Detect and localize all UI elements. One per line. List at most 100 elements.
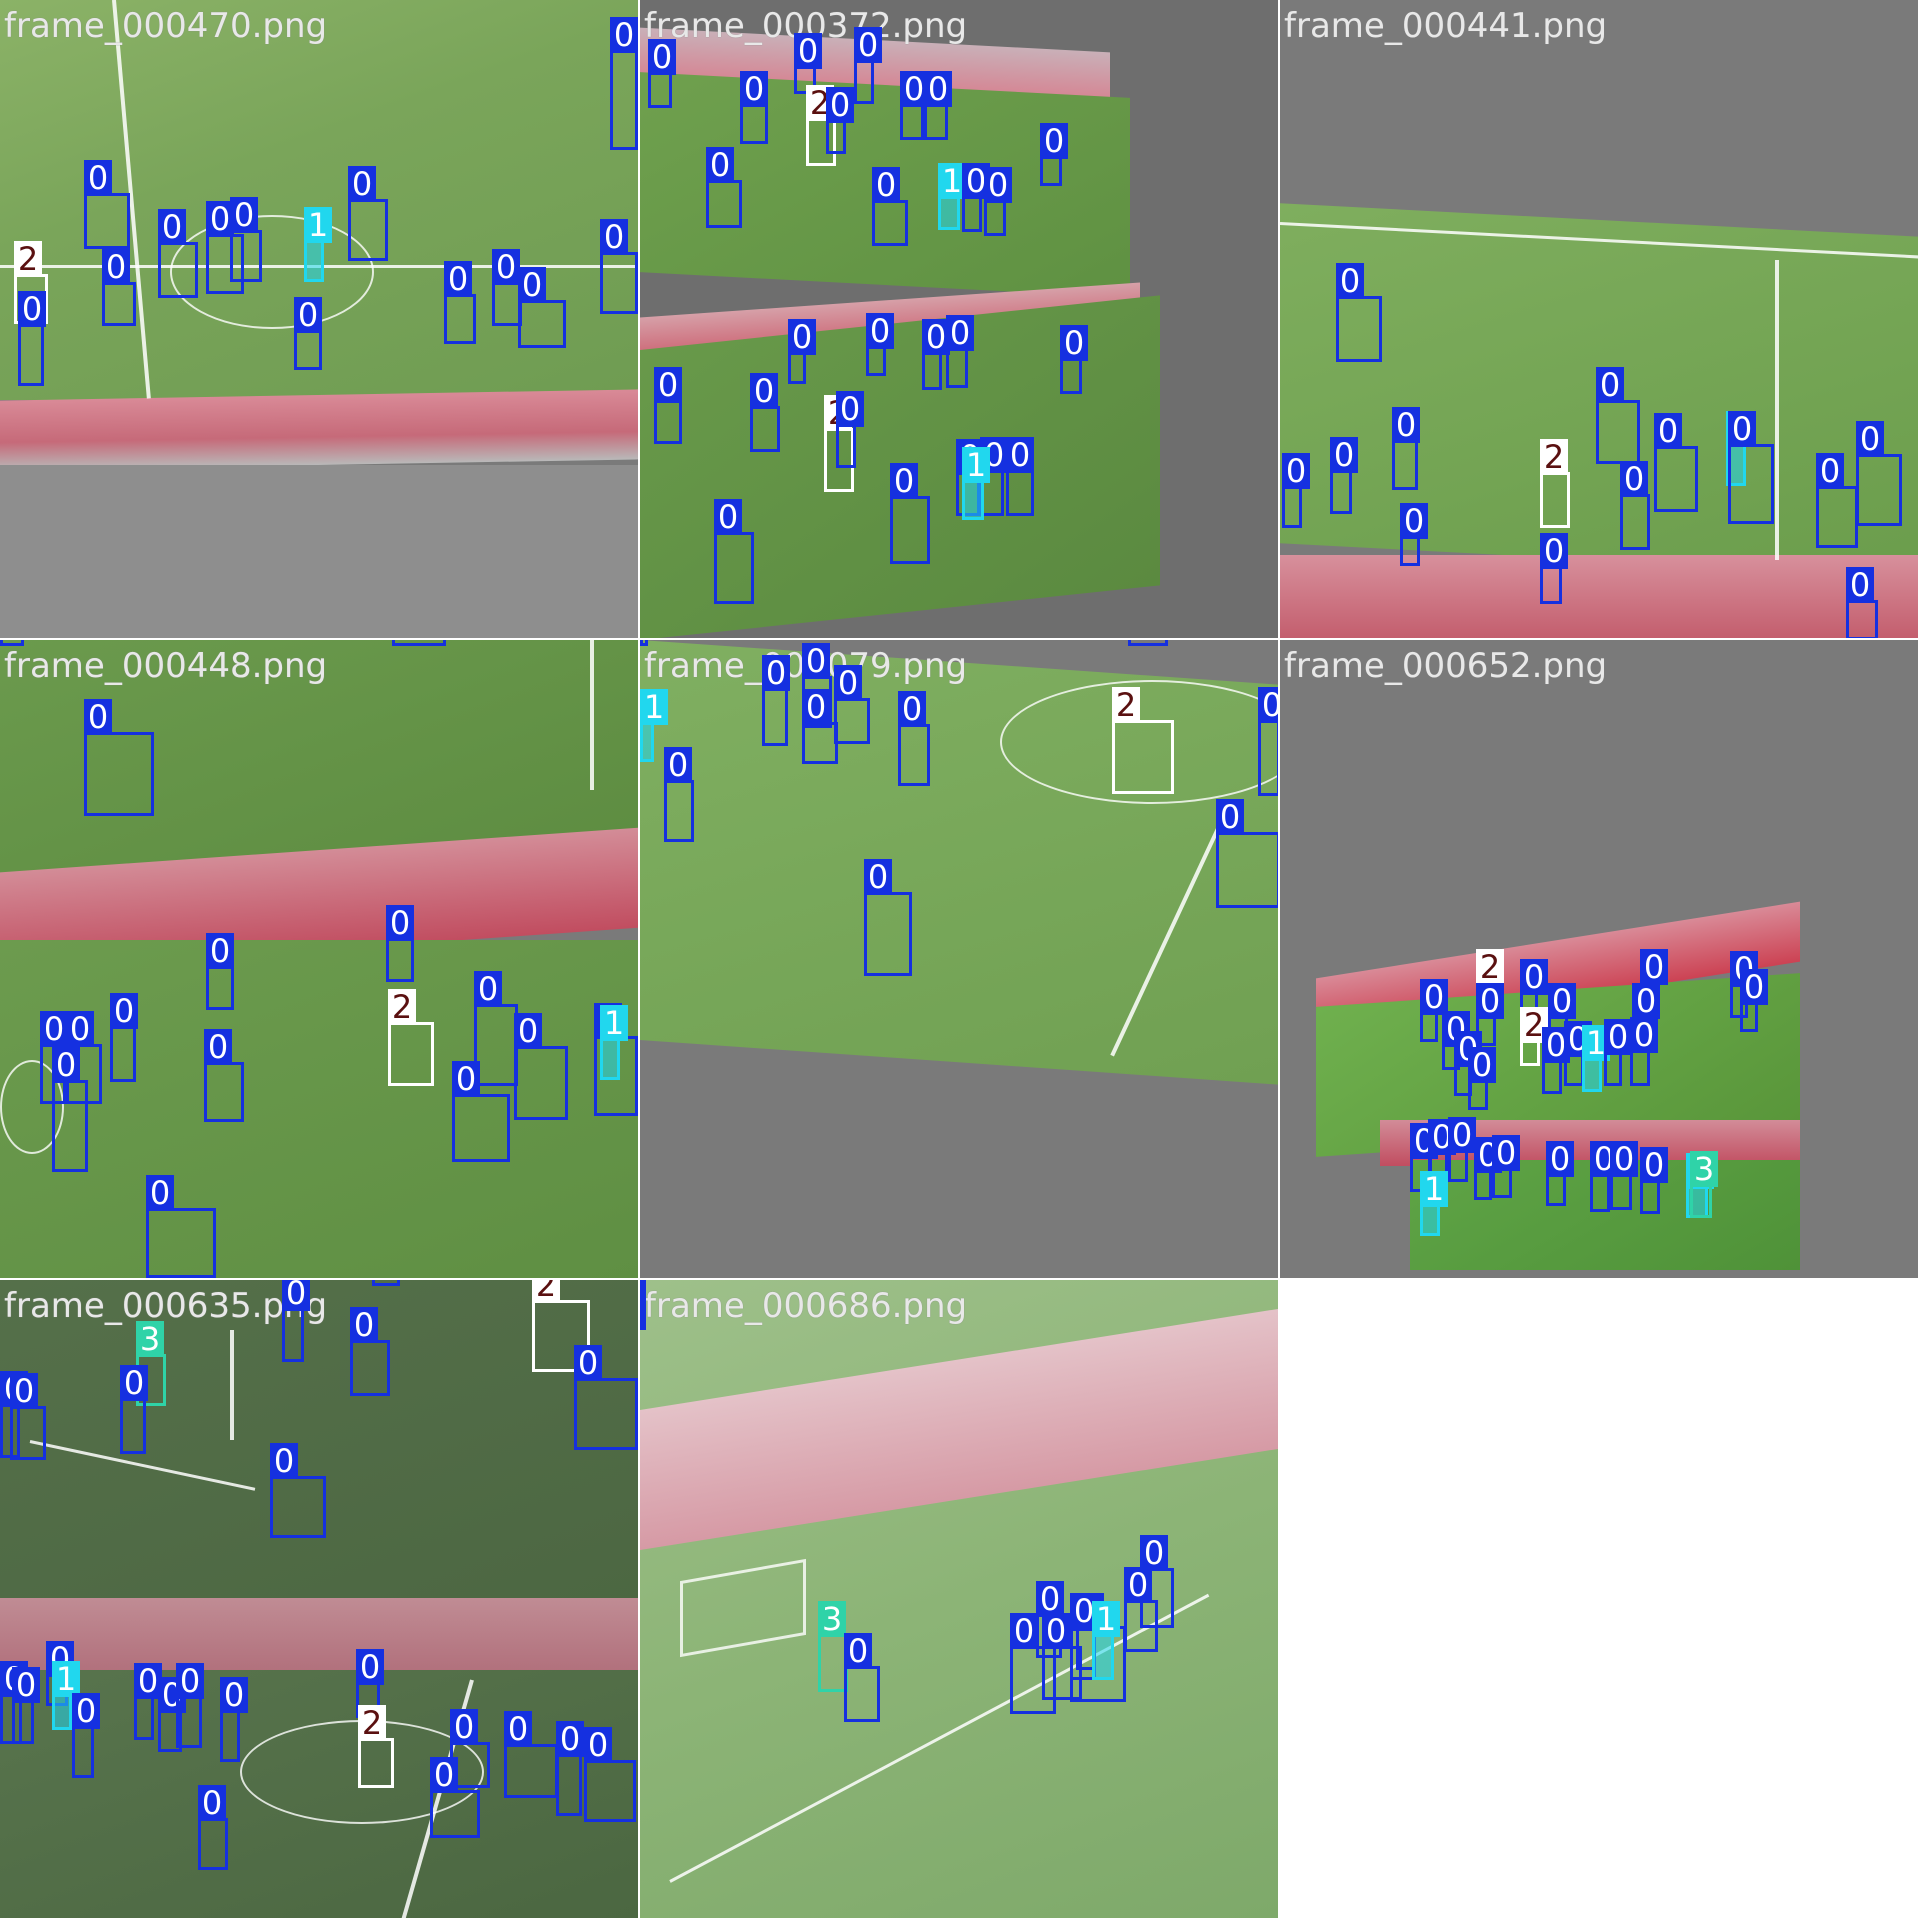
class-label: 0	[924, 71, 952, 107]
detection-box-class0: 0	[834, 665, 870, 744]
detection-box-class1: 1	[52, 1661, 80, 1730]
class-label: 0	[134, 1663, 162, 1699]
class-label: 0	[854, 27, 882, 63]
class-label: 0	[1060, 325, 1088, 361]
class-label: 0	[40, 1011, 68, 1047]
detection-box-class0: 0	[924, 71, 952, 140]
detection-box-class2: 2	[358, 1705, 394, 1788]
class-label: 0	[946, 315, 974, 351]
class-label: 0	[102, 249, 130, 285]
detection-box-class0: 0	[120, 1365, 148, 1454]
detection-box-class0: 0	[640, 1280, 646, 1330]
detection-box-class0: 0	[66, 1011, 102, 1104]
frame-filename: frame_000686.png	[644, 1286, 968, 1326]
detection-box-class0: 0	[854, 27, 882, 104]
detection-box-class2: 2	[1540, 439, 1570, 528]
detection-box-class0: 0	[1816, 453, 1858, 548]
detection-box-class0: 0	[1330, 437, 1358, 514]
detection-box-class0: 0	[826, 87, 854, 154]
detection-box-class0: 0	[788, 319, 816, 384]
class-label: 0	[1282, 453, 1310, 489]
class-label: 1	[304, 207, 332, 243]
class-label: 0	[584, 1727, 612, 1763]
detection-box-class0: 0	[872, 167, 908, 246]
class-label: 1	[640, 689, 668, 725]
class-label: 3	[1690, 1151, 1718, 1187]
class-label: 0	[706, 147, 734, 183]
class-label: 0	[504, 1711, 532, 1747]
class-label: 0	[1610, 1141, 1638, 1177]
class-label: 0	[1640, 1147, 1668, 1183]
detection-box-class0: 0	[864, 859, 912, 976]
detection-box-class0: 0	[750, 373, 780, 452]
detection-box-class0: 0	[1610, 1141, 1638, 1210]
class-label: 0	[872, 167, 900, 203]
detection-box-class0: 0	[836, 391, 864, 468]
class-label: 0	[1596, 367, 1624, 403]
detection-box-class0: 0	[610, 17, 638, 150]
class-label: 0	[66, 1011, 94, 1047]
class-label: 0	[120, 1365, 148, 1401]
class-label: 0	[84, 699, 112, 735]
class-label: 0	[864, 859, 892, 895]
class-label: 0	[1330, 437, 1358, 473]
detection-box-class0: 0	[1728, 411, 1774, 524]
class-label: 0	[1856, 421, 1884, 457]
detection-box-class0: 0	[1540, 533, 1568, 604]
class-label: 0	[1546, 1141, 1574, 1177]
class-label: 0	[1336, 263, 1364, 299]
detection-box-class0: 0	[1006, 437, 1034, 516]
class-label: 3	[818, 1601, 846, 1637]
tile-frame-000372: frame_000372.png 0 0 0 0 0 0 2 0 0 0 0 1…	[640, 0, 1278, 638]
class-label: 2	[14, 241, 42, 277]
frame-filename: frame_000652.png	[1284, 646, 1608, 686]
class-label: 0	[1548, 983, 1576, 1019]
detection-box-class0: 0	[962, 163, 990, 232]
detection-box-class0: 0	[740, 71, 768, 144]
class-label: 0	[890, 463, 918, 499]
detection-box-class0: 0	[518, 267, 566, 348]
detection-box-class0: 0	[802, 643, 832, 728]
class-label: 0	[826, 87, 854, 123]
detection-box-class0: 0	[430, 1757, 480, 1838]
class-label: 0	[750, 373, 778, 409]
class-label: 0	[1036, 1581, 1064, 1617]
detection-box-class0: 0	[1282, 453, 1310, 528]
detection-box-class0: 0	[110, 993, 138, 1082]
detection-box-class0: 0	[1060, 325, 1088, 394]
detection-box-class1: 1	[1420, 1171, 1448, 1236]
detection-box-class0: 0	[514, 1013, 568, 1120]
detection-box-class0: 0	[146, 1175, 216, 1278]
class-label: 0	[270, 1443, 298, 1479]
detection-box-class2: 2	[388, 989, 434, 1086]
detection-box-class0: 0	[866, 313, 894, 376]
detection-box-class1: 1	[640, 689, 668, 762]
class-label: 0	[610, 17, 638, 53]
detection-box-class0: 0	[1140, 1535, 1174, 1628]
detection-box-class0: 0	[890, 463, 930, 564]
detection-box-class0: 0	[294, 297, 322, 370]
class-label: 0	[984, 167, 1012, 203]
class-label: 0	[110, 993, 138, 1029]
frame-filename: frame_000635.png	[4, 1286, 328, 1326]
class-label: 0	[844, 1633, 872, 1669]
frame-filename: frame_000448.png	[4, 646, 328, 686]
class-label: 0	[386, 905, 414, 941]
class-label: 3	[136, 1321, 164, 1357]
detection-box-class3: 3	[136, 1321, 166, 1406]
class-label: 2	[1112, 687, 1140, 723]
class-label: 0	[788, 319, 816, 355]
detection-box-class0: 0	[898, 691, 930, 786]
detection-box-class0: 0	[1474, 1137, 1502, 1200]
class-label: 0	[740, 71, 768, 107]
detection-box-class0: 0	[648, 39, 676, 108]
detection-box-class0: 0	[1448, 1117, 1476, 1182]
class-label: 1	[600, 1005, 628, 1041]
class-label: 0	[158, 209, 186, 245]
class-label: 0	[452, 1061, 480, 1097]
class-label: 0	[664, 747, 692, 783]
class-label: 0	[72, 1693, 100, 1729]
class-label: 0	[1640, 949, 1668, 985]
class-label: 1	[1420, 1171, 1448, 1207]
class-label: 0	[1476, 983, 1504, 1019]
